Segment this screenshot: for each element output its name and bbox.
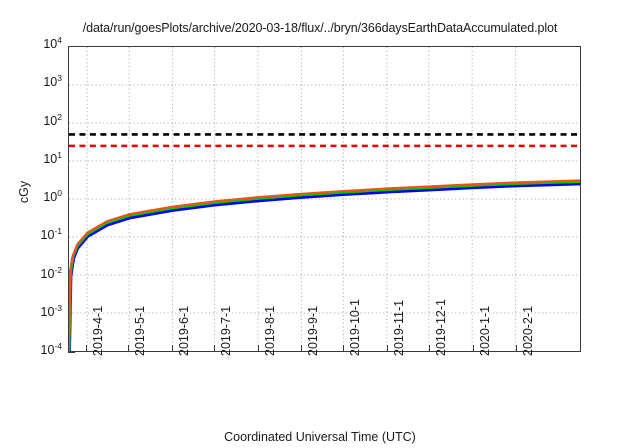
y-axis-tick-labels: 104 103 102 101 100 10-1 10-2 10-3 10-4 [14, 0, 62, 448]
x-axis-tick-mark [257, 345, 259, 352]
x-axis-tick-label: 2019-5-1 [133, 305, 148, 356]
x-axis-tick-mark [128, 345, 130, 352]
x-axis-tick-mark [301, 345, 303, 352]
data-curves [69, 179, 580, 351]
x-axis-tick-marks [68, 345, 581, 353]
y-axis-tick-label: 104 [43, 34, 62, 51]
x-axis-title: Coordinated Universal Time (UTC) [224, 430, 416, 444]
x-axis-tick-label: 2019-10-1 [348, 299, 363, 356]
x-axis-tick-label: 2019-11-1 [392, 299, 407, 356]
y-axis-tick-mark [68, 352, 75, 353]
x-axis-tick-mark [86, 345, 88, 352]
x-axis-tick-label: 2019-4-1 [91, 305, 106, 356]
y-axis-tick-label: 10-3 [40, 302, 62, 319]
x-axis-tick-mark [516, 345, 518, 352]
accumulated-dose-upper [69, 179, 580, 351]
y-axis-tick-label: 10-1 [40, 226, 62, 243]
x-axis-tick-label: 2020-1-1 [477, 305, 492, 356]
x-axis-tick-label: 2019-7-1 [219, 305, 234, 356]
y-axis-tick-label: 102 [43, 111, 62, 128]
x-axis-tick-label: 2019-9-1 [306, 305, 321, 356]
threshold-lines [69, 133, 580, 148]
y-axis-tick-label: 100 [43, 187, 62, 204]
x-axis-tick-mark [472, 345, 474, 352]
x-axis-tick-label: 2019-8-1 [262, 305, 277, 356]
x-axis-tick-labels: 2019-4-1 2019-5-1 2019-6-1 2019-7-1 2019-8-1… [68, 299, 581, 426]
x-axis-tick-mark [172, 345, 173, 352]
x-axis-tick-mark [387, 345, 389, 352]
x-axis-tick-label: 2019-6-1 [177, 305, 191, 356]
y-axis-tick-label: 101 [43, 149, 62, 166]
plot-area [68, 46, 581, 352]
x-axis-tick-label: 2019-12-1 [434, 299, 449, 356]
x-axis-tick-mark [429, 345, 431, 352]
x-axis-tick-mark [343, 345, 345, 352]
chart-title: /data/run/goesPlots/archive/2020-03-18/f… [82, 21, 558, 35]
x-axis-tick-mark [214, 345, 216, 352]
y-axis-tick-label: 10-4 [40, 340, 62, 357]
x-axis-tick-label: 2020-2-1 [521, 305, 536, 356]
y-axis-tick-label: 10-2 [40, 264, 62, 281]
y-axis-tick-label: 103 [43, 73, 62, 90]
